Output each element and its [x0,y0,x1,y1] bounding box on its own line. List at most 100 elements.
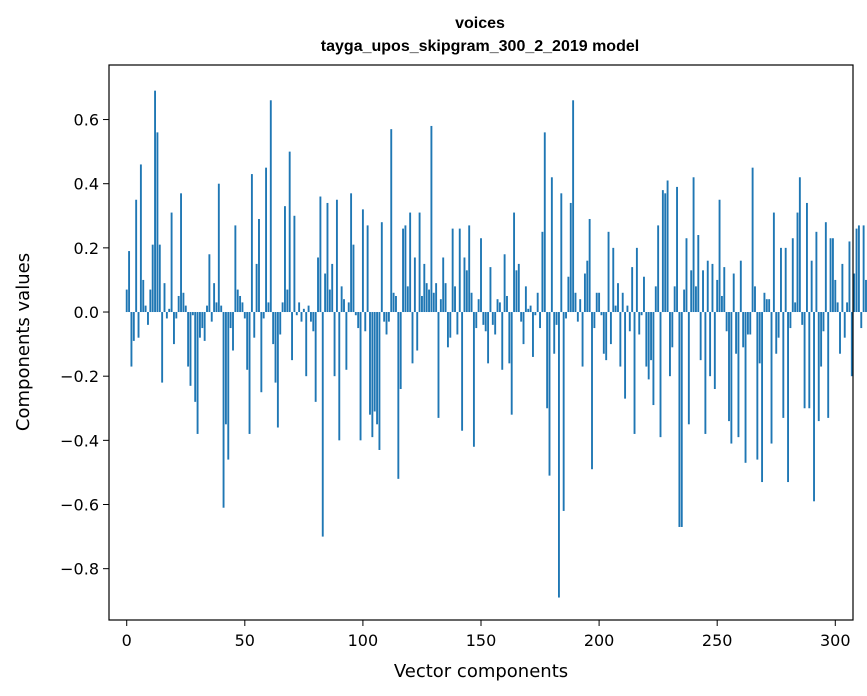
bar-37 [213,283,216,313]
bar-174 [536,292,539,313]
bar-198 [593,312,596,329]
bar-21 [175,312,178,319]
bar-154 [489,267,492,313]
bar-99 [359,312,362,441]
bar-208 [617,283,619,313]
bar-201 [600,312,603,316]
bar-70 [291,312,293,361]
bar-203 [605,312,608,361]
bar-220 [645,312,648,367]
bar-148 [475,312,478,329]
bar-263 [746,312,749,335]
bar-192 [579,299,582,313]
bar-27 [189,312,192,386]
bar-68 [286,289,289,313]
bar-245 [704,312,707,434]
bar-186 [565,312,567,319]
bar-212 [626,305,629,313]
bar-164 [513,212,516,313]
bar-88 [333,312,336,377]
bar-156 [494,312,497,335]
bar-178 [546,312,549,409]
bar-2 [130,312,133,367]
bar-0 [125,289,128,313]
bar-82 [319,196,322,313]
y-tick-label: −0.2 [60,367,99,386]
x-tick-label: 150 [466,631,497,650]
bar-40 [220,305,223,313]
bar-228 [664,193,667,313]
bar-301 [836,302,839,313]
bar-146 [470,292,473,313]
y-tick-label: 0.6 [74,111,99,130]
bar-91 [340,286,343,313]
bar-285 [798,177,801,313]
bar-190 [574,292,577,313]
bar-281 [789,312,792,329]
bar-242 [697,235,700,313]
bar-297 [827,312,830,418]
bar-100 [361,209,364,313]
bar-229 [666,180,669,313]
bar-253 [723,267,726,313]
bar-223 [652,312,655,406]
bar-9 [147,312,149,325]
bar-127 [425,283,428,313]
bar-296 [824,222,827,313]
bar-126 [423,263,426,313]
bar-175 [539,312,541,329]
bar-270 [763,292,766,313]
bar-209 [619,312,622,367]
y-axis-ticks: −0.8 −0.6 −0.4 −0.2 0.0 0.2 0.4 0.6 [60,111,109,579]
bar-3 [132,312,135,341]
bar-163 [510,312,513,415]
bar-260 [739,260,742,313]
bar-7 [142,279,145,313]
bar-76 [305,312,308,377]
x-axis-ticks: 0 50 100 150 200 250 300 [122,620,851,650]
bar-291 [813,312,815,502]
bar-218 [640,312,643,316]
chart-title: voices [455,15,505,32]
bar-247 [709,312,712,377]
bar-98 [357,312,360,329]
bar-22 [177,295,180,313]
bar-226 [659,312,662,438]
bar-176 [541,231,544,313]
bar-20 [173,312,175,345]
bar-246 [706,260,709,313]
bar-289 [808,312,811,409]
bar-298 [829,238,832,313]
bar-90 [338,312,341,441]
bar-85 [326,202,329,313]
bar-204 [607,231,610,313]
bar-152 [484,312,487,332]
bar-41 [222,312,225,508]
bar-268 [758,312,761,364]
bar-144 [465,270,468,313]
bar-182 [555,312,558,325]
bar-5 [137,312,140,338]
bar-94 [347,302,350,313]
bar-234 [678,312,681,527]
bar-215 [633,312,636,434]
bar-65 [279,312,282,335]
bar-131 [435,283,438,313]
bar-53 [250,174,253,313]
bar-312 [862,225,865,313]
bar-257 [732,273,735,313]
bar-77 [307,305,310,313]
bar-207 [614,305,617,313]
bar-261 [742,312,745,348]
bar-200 [598,292,601,313]
bar-300 [834,279,837,313]
bar-160 [503,254,506,313]
bar-224 [654,286,657,313]
bar-114 [395,295,397,313]
bar-138 [451,228,454,313]
bar-93 [345,312,348,370]
bar-262 [744,312,747,463]
bar-38 [215,302,218,313]
x-tick-label: 200 [584,631,615,650]
